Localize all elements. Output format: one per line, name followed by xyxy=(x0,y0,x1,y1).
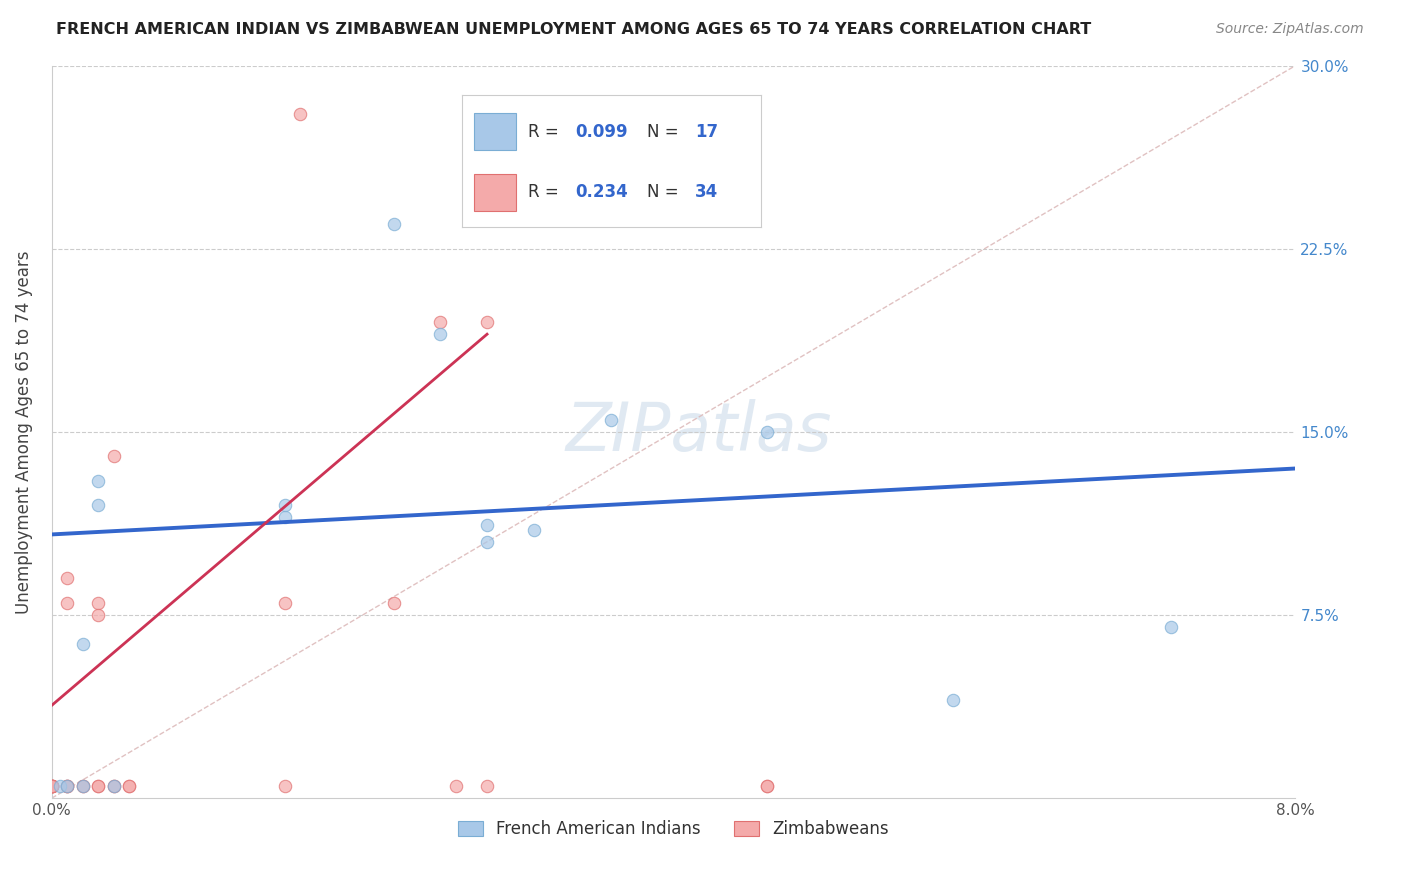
Point xyxy=(56,779,79,793)
Point xyxy=(274,498,297,512)
Point xyxy=(523,523,546,537)
Point xyxy=(475,517,498,532)
Y-axis label: Unemployment Among Ages 65 to 74 years: Unemployment Among Ages 65 to 74 years xyxy=(15,250,32,614)
Point xyxy=(41,779,63,793)
Point xyxy=(87,607,110,622)
Point xyxy=(41,779,63,793)
Point xyxy=(41,779,63,793)
Point xyxy=(56,779,79,793)
Point xyxy=(274,596,297,610)
Point xyxy=(103,450,125,464)
Legend: French American Indians, Zimbabweans: French American Indians, Zimbabweans xyxy=(451,814,896,845)
Point xyxy=(56,779,79,793)
Text: ZIPatlas: ZIPatlas xyxy=(565,399,832,465)
Point xyxy=(72,779,94,793)
Point xyxy=(755,779,778,793)
Point xyxy=(429,315,451,329)
Point xyxy=(429,327,451,342)
Point xyxy=(118,779,141,793)
Point xyxy=(87,596,110,610)
Point xyxy=(87,779,110,793)
Point xyxy=(444,779,467,793)
Point xyxy=(290,107,312,121)
Point xyxy=(382,217,405,231)
Point xyxy=(118,779,141,793)
Point xyxy=(274,510,297,524)
Point xyxy=(600,412,623,426)
Point xyxy=(475,779,498,793)
Point xyxy=(274,779,297,793)
Point xyxy=(87,474,110,488)
Point xyxy=(48,779,70,793)
Point xyxy=(942,693,965,707)
Point xyxy=(103,779,125,793)
Point xyxy=(72,779,94,793)
Point xyxy=(41,779,63,793)
Point xyxy=(72,637,94,651)
Point xyxy=(475,534,498,549)
Point xyxy=(56,596,79,610)
Point xyxy=(72,779,94,793)
Point xyxy=(56,571,79,585)
Point xyxy=(475,193,498,207)
Point xyxy=(87,498,110,512)
Point xyxy=(41,779,63,793)
Point xyxy=(755,779,778,793)
Point xyxy=(1160,620,1182,634)
Point xyxy=(755,425,778,439)
Point xyxy=(382,596,405,610)
Point xyxy=(56,779,79,793)
Point xyxy=(103,779,125,793)
Text: Source: ZipAtlas.com: Source: ZipAtlas.com xyxy=(1216,22,1364,37)
Point xyxy=(41,779,63,793)
Point xyxy=(475,144,498,158)
Point xyxy=(475,315,498,329)
Point xyxy=(103,779,125,793)
Point xyxy=(87,779,110,793)
Text: FRENCH AMERICAN INDIAN VS ZIMBABWEAN UNEMPLOYMENT AMONG AGES 65 TO 74 YEARS CORR: FRENCH AMERICAN INDIAN VS ZIMBABWEAN UNE… xyxy=(56,22,1091,37)
